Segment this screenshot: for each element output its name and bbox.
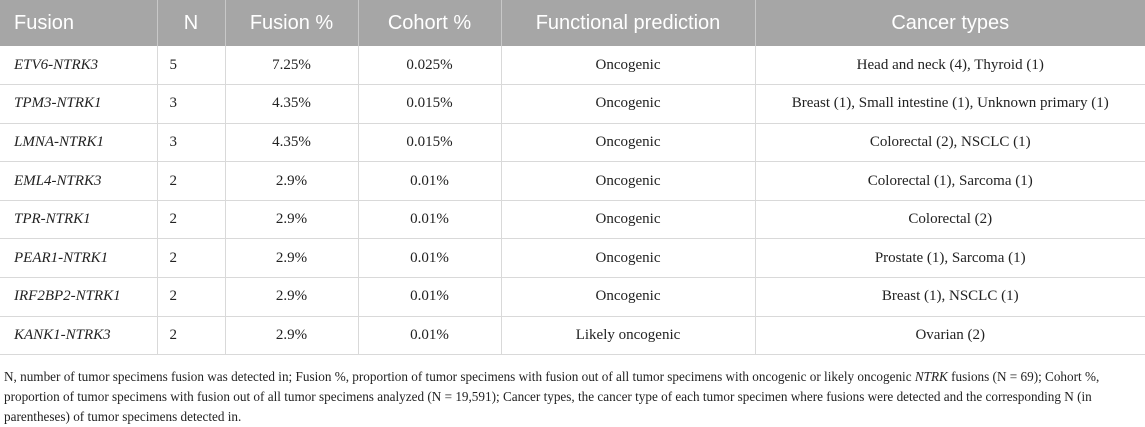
cell-fusion-pct: 2.9% bbox=[225, 161, 359, 201]
cell-n: 2 bbox=[157, 200, 226, 240]
cell-cancer-types: Ovarian (2) bbox=[755, 316, 1145, 356]
cell-fusion: KANK1-NTRK3 bbox=[0, 316, 158, 356]
cell-cancer-types: Colorectal (1), Sarcoma (1) bbox=[755, 161, 1145, 201]
cell-fusion-pct: 2.9% bbox=[225, 277, 359, 317]
cell-n: 5 bbox=[157, 46, 226, 86]
table-row: LMNA-NTRK1 3 4.35% 0.015% Oncogenic Colorecta… bbox=[0, 123, 1145, 163]
header-cancer-types: Cancer types bbox=[755, 0, 1145, 46]
cell-cohort-pct: 0.015% bbox=[358, 84, 502, 124]
cell-fusion: IRF2BP2-NTRK1 bbox=[0, 277, 158, 317]
cell-n: 2 bbox=[157, 277, 226, 317]
table-row: ETV6-NTRK3 5 7.25% 0.025% Oncogenic Head and … bbox=[0, 46, 1145, 86]
table-footnote: N, number of tumor specimens fusion was … bbox=[0, 355, 1145, 427]
table-row: PEAR1-NTRK1 2 2.9% 0.01% Oncogenic Prostate (… bbox=[0, 238, 1145, 279]
header-functional-prediction: Functional prediction bbox=[501, 0, 756, 46]
cell-fusion-pct: 4.35% bbox=[225, 84, 359, 124]
cell-fusion-pct: 2.9% bbox=[225, 316, 359, 356]
cell-cohort-pct: 0.015% bbox=[358, 123, 502, 163]
cell-functional-prediction: Oncogenic bbox=[501, 200, 756, 240]
cell-fusion-pct: 4.35% bbox=[225, 123, 359, 163]
header-fusion: Fusion bbox=[0, 0, 158, 46]
cell-functional-prediction: Oncogenic bbox=[501, 123, 756, 163]
cell-fusion-pct: 2.9% bbox=[225, 238, 359, 279]
table-header: Fusion N Fusion % Cohort % Functional pr… bbox=[0, 0, 1145, 46]
table-row: IRF2BP2-NTRK1 2 2.9% 0.01% Oncogenic Breast (… bbox=[0, 277, 1145, 317]
cell-fusion: TPR-NTRK1 bbox=[0, 200, 158, 240]
footnote-text-1: N, number of tumor specimens fusion was … bbox=[4, 369, 915, 385]
fusion-table: Fusion N Fusion % Cohort % Functional pr… bbox=[0, 0, 1145, 356]
cell-fusion: EML4-NTRK3 bbox=[0, 161, 158, 201]
cell-cohort-pct: 0.01% bbox=[358, 161, 502, 201]
cell-cohort-pct: 0.01% bbox=[358, 277, 502, 317]
table-row: KANK1-NTRK3 2 2.9% 0.01% Likely oncogenic Ova… bbox=[0, 316, 1145, 356]
cell-cohort-pct: 0.025% bbox=[358, 46, 502, 86]
cell-fusion: TPM3-NTRK1 bbox=[0, 84, 158, 124]
cell-cohort-pct: 0.01% bbox=[358, 238, 502, 279]
cell-functional-prediction: Likely oncogenic bbox=[501, 316, 756, 356]
header-cohort-pct: Cohort % bbox=[358, 0, 502, 46]
cell-cancer-types: Breast (1), NSCLC (1) bbox=[755, 277, 1145, 317]
header-row: Fusion N Fusion % Cohort % Functional pr… bbox=[0, 0, 1145, 46]
cell-functional-prediction: Oncogenic bbox=[501, 277, 756, 317]
cell-cancer-types: Colorectal (2), NSCLC (1) bbox=[755, 123, 1145, 163]
cell-n: 2 bbox=[157, 161, 226, 201]
cell-n: 3 bbox=[157, 84, 226, 124]
cell-fusion: PEAR1-NTRK1 bbox=[0, 238, 158, 279]
table-row: TPM3-NTRK1 3 4.35% 0.015% Oncogenic Breast (1… bbox=[0, 84, 1145, 124]
cell-functional-prediction: Oncogenic bbox=[501, 84, 756, 124]
table-body: ETV6-NTRK3 5 7.25% 0.025% Oncogenic Head and … bbox=[0, 46, 1145, 356]
cell-fusion: ETV6-NTRK3 bbox=[0, 46, 158, 86]
cell-cancer-types: Prostate (1), Sarcoma (1) bbox=[755, 238, 1145, 279]
cell-cancer-types: Colorectal (2) bbox=[755, 200, 1145, 240]
cell-n: 3 bbox=[157, 123, 226, 163]
cell-fusion: LMNA-NTRK1 bbox=[0, 123, 158, 163]
cell-fusion-pct: 2.9% bbox=[225, 200, 359, 240]
cell-n: 2 bbox=[157, 238, 226, 279]
table-row: EML4-NTRK3 2 2.9% 0.01% Oncogenic Colorectal … bbox=[0, 161, 1145, 201]
cell-functional-prediction: Oncogenic bbox=[501, 161, 756, 201]
cell-cohort-pct: 0.01% bbox=[358, 200, 502, 240]
header-n: N bbox=[157, 0, 226, 46]
cell-functional-prediction: Oncogenic bbox=[501, 46, 756, 86]
cell-cohort-pct: 0.01% bbox=[358, 316, 502, 356]
table-row: TPR-NTRK1 2 2.9% 0.01% Oncogenic Colorectal (… bbox=[0, 200, 1145, 240]
cell-cancer-types: Breast (1), Small intestine (1), Unknown… bbox=[755, 84, 1145, 124]
cell-functional-prediction: Oncogenic bbox=[501, 238, 756, 279]
footnote-italic-term: NTRK bbox=[914, 369, 948, 385]
cell-fusion-pct: 7.25% bbox=[225, 46, 359, 86]
header-fusion-pct: Fusion % bbox=[225, 0, 359, 46]
cell-n: 2 bbox=[157, 316, 226, 356]
cell-cancer-types: Head and neck (4), Thyroid (1) bbox=[755, 46, 1145, 86]
